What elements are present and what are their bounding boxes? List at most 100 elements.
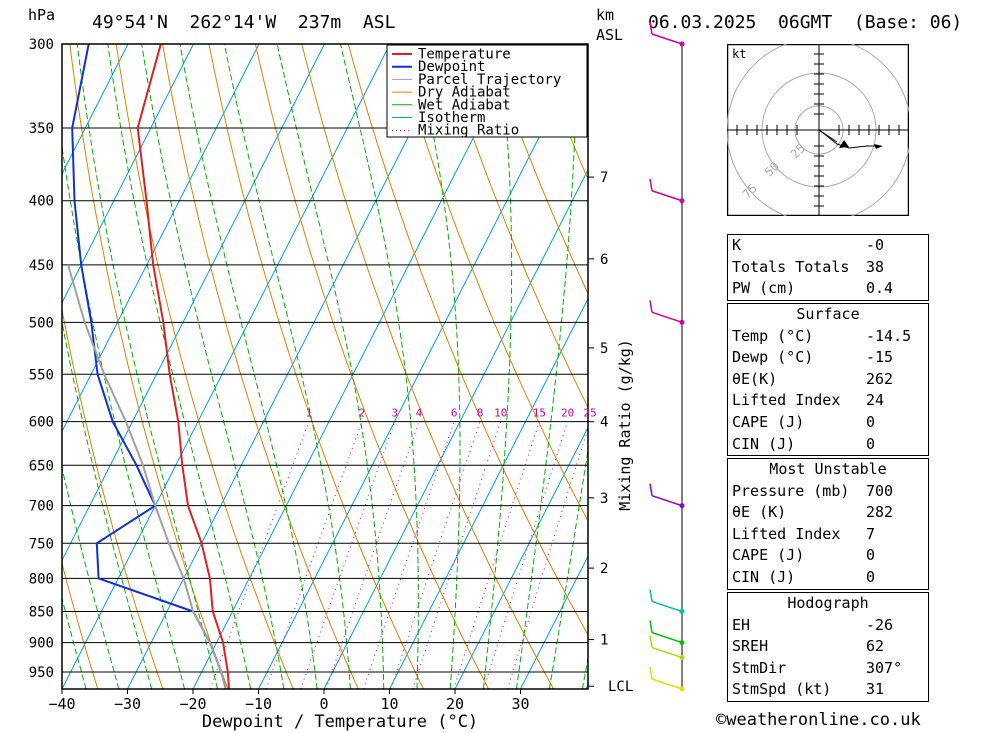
dry-adiabat <box>440 44 588 409</box>
surface-table: Surface Temp (°C) -14.5 Dewp (°C) -15 θE(K… <box>727 303 929 457</box>
wet-adiabat <box>224 44 351 689</box>
wind-barb-flag <box>649 620 653 633</box>
km-tick-label: 3 <box>600 491 608 507</box>
pressure-tick-label: 850 <box>29 604 54 620</box>
wind-barb-dot <box>679 198 685 204</box>
row-li: Lifted Index 24 <box>732 391 885 410</box>
most-unstable-table: Most Unstable Pressure (mb) 700 θE (K) 282… <box>727 458 929 590</box>
dry-adiabat <box>208 44 424 689</box>
row-cin: CIN (J) 0 <box>732 434 876 453</box>
pressure-tick-label: 950 <box>29 665 54 681</box>
wet-adiabat <box>179 44 318 689</box>
legend-entry: Dry Adiabat <box>418 85 511 101</box>
wind-barb <box>651 33 683 45</box>
pressure-tick-label: 600 <box>29 415 54 431</box>
pressure-tick-label: 500 <box>29 315 54 331</box>
pressure-tick-label: 750 <box>29 536 54 552</box>
wet-adiabat <box>76 44 219 689</box>
isotherm-line <box>62 44 194 304</box>
row-theta: θE(K) 262 <box>732 369 894 388</box>
copyright: ©weatheronline.co.uk <box>716 710 921 730</box>
wind-barb-flag <box>649 178 653 191</box>
isotherm-line <box>62 44 325 562</box>
dry-adiabat <box>952 44 1000 689</box>
series-temperature <box>136 44 230 689</box>
temperature-tick-label: −10 <box>245 695 272 713</box>
legend-entry: Wet Adiabat <box>418 97 511 113</box>
mixing-ratio-label: 4 <box>416 407 423 420</box>
legend-entry: Dewpoint <box>418 59 485 75</box>
pressure-tick-label: 450 <box>29 258 54 274</box>
isotherm-line <box>323 168 588 689</box>
surface-title: Surface <box>796 305 860 323</box>
mixing-ratio-label: 15 <box>533 407 546 420</box>
isotherm-line <box>520 555 588 689</box>
plot-frame <box>61 43 589 690</box>
hodograph-unit: kt <box>732 47 746 61</box>
hodograph-stats-table: Hodograph EH -26 SREH 62 StmDir 307° StmSpd… <box>727 592 929 702</box>
pressure-tick-label: 550 <box>29 367 54 383</box>
wind-barb <box>651 600 683 613</box>
row-mu-li: Lifted Index 7 <box>732 524 876 543</box>
location-title: 49°54'N 262°14'W 237m ASL <box>92 12 396 33</box>
mixing-ratio-line <box>209 421 310 689</box>
dry-adiabat <box>347 44 588 636</box>
wet-adiabat <box>482 44 513 689</box>
hodo-title: Hodograph <box>787 594 869 612</box>
dry-adiabat <box>162 44 359 689</box>
row-dewp: Dewp (°C) -15 <box>732 348 894 367</box>
wind-barb-flag <box>649 666 653 680</box>
km-tick-label: 2 <box>600 561 608 577</box>
dry-adiabat <box>62 307 164 689</box>
pressure-tick-label: 300 <box>29 37 54 53</box>
temperature-tick-label: −20 <box>179 695 206 713</box>
dry-adiabat <box>115 44 294 689</box>
dry-adiabat <box>62 561 99 689</box>
isotherm-line <box>127 44 456 689</box>
wind-barb <box>651 631 683 644</box>
dry-adiabat <box>254 44 489 689</box>
mixing-ratio-label: 3 <box>391 407 398 420</box>
km-tick-label: 4 <box>600 415 608 431</box>
row-mu-theta: θE (K) 282 <box>732 503 894 522</box>
wet-adiabat <box>414 44 461 689</box>
km-tick-label: 5 <box>600 341 608 357</box>
mu-title: Most Unstable <box>769 460 887 478</box>
mixing-ratio-line <box>453 421 540 689</box>
legend-entry: Isotherm <box>418 110 485 126</box>
row-pw: PW (cm) 0.4 <box>732 279 894 298</box>
mixing-ratio-line <box>300 421 396 689</box>
wet-adiabat <box>549 447 588 689</box>
asl-label: ASL <box>596 26 624 44</box>
temperature-tick-label: −30 <box>114 695 141 713</box>
km-tick-label: 1 <box>600 633 608 649</box>
isotherm-line <box>258 44 587 689</box>
wind-barb-dot <box>679 503 685 509</box>
mixing-ratio-label: 6 <box>451 407 458 420</box>
wind-barb-flag <box>649 300 653 313</box>
mixing-ratio-label: 1 <box>306 407 313 420</box>
row-mu-cin: CIN (J) 0 <box>732 567 876 586</box>
hodograph: kt 25 50 75 <box>727 44 909 216</box>
isotherm-line <box>389 297 588 689</box>
pressure-tick-label: 700 <box>29 499 54 515</box>
km-tick-label: LCL <box>608 679 633 695</box>
temperature-tick-label: −40 <box>48 695 75 713</box>
isotherm-line <box>454 426 588 689</box>
pressure-tick-label: 350 <box>29 121 54 137</box>
mixing-ratio-line <box>507 426 588 689</box>
row-temp: Temp (°C) -14.5 <box>732 326 912 345</box>
dry-adiabat <box>487 44 588 295</box>
x-axis-label: Dewpoint / Temperature (°C) <box>202 712 478 732</box>
wind-barb-dot <box>679 655 685 661</box>
row-mu-cape: CAPE (J) 0 <box>732 546 876 565</box>
km-label: km <box>596 6 615 24</box>
mixing-ratio-label: 10 <box>494 407 507 420</box>
isotherm-line <box>62 44 391 689</box>
dry-adiabat <box>69 44 229 689</box>
isotherm-line <box>62 44 260 433</box>
wind-barb <box>651 646 683 659</box>
legend-entry: Parcel Trajectory <box>418 72 561 88</box>
wet-adiabat <box>276 44 385 689</box>
mixing-ratio-label: 8 <box>477 407 484 420</box>
